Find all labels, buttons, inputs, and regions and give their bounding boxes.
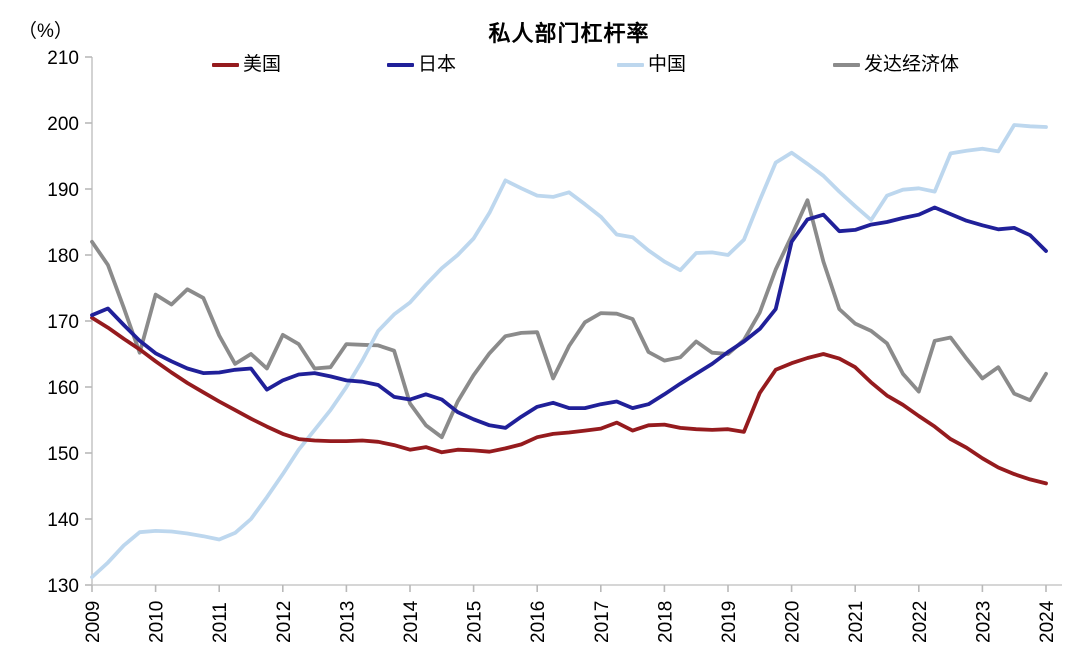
- x-tick-label: 2019: [719, 601, 740, 643]
- y-axis-unit-label: （%）: [18, 21, 73, 42]
- legend-item-us: 美国: [212, 53, 281, 77]
- x-tick-label: 2012: [274, 601, 295, 643]
- y-tick-label: 200: [47, 114, 79, 135]
- chart-title: 私人部门杠杆率: [488, 21, 650, 46]
- x-tick-label: 2013: [337, 601, 358, 643]
- line-china: [90, 123, 1048, 579]
- x-tick-label: 2022: [910, 601, 931, 643]
- line-developed: [90, 198, 1048, 440]
- legend: 美国 日本 中国 发达经济体: [0, 53, 1080, 77]
- x-tick-label: 2020: [783, 601, 804, 643]
- y-tick-label: 130: [47, 576, 79, 597]
- legend-label-developed: 发达经济体: [864, 54, 960, 75]
- y-tick-label: 170: [47, 312, 79, 333]
- legend-line-developed-icon: [833, 62, 860, 68]
- y-tick-label: 210: [47, 48, 79, 69]
- legend-line-japan-icon: [387, 62, 414, 68]
- x-tick-label: 2015: [465, 601, 486, 643]
- line-japan: [90, 205, 1048, 430]
- legend-item-japan: 日本: [387, 53, 456, 77]
- x-tick-label: 2018: [655, 601, 676, 643]
- x-tick-label: 2010: [147, 601, 168, 643]
- y-tick-label: 150: [47, 444, 79, 465]
- x-tick-label: 2011: [210, 602, 231, 643]
- y-tick-label: 140: [47, 510, 79, 531]
- x-tick-label: 2009: [83, 601, 104, 643]
- x-tick-label: 2014: [401, 600, 422, 643]
- legend-item-china: 中国: [617, 53, 686, 77]
- line-us: [90, 315, 1048, 486]
- x-tick-label: 2021: [846, 601, 867, 643]
- y-tick-label: 180: [47, 246, 79, 267]
- x-tick-label: 2016: [528, 601, 549, 643]
- x-tick-label: 2023: [973, 601, 994, 643]
- y-tick-label: 190: [47, 180, 79, 201]
- x-tick-label: 2024: [1037, 600, 1058, 643]
- legend-line-us-icon: [212, 62, 239, 68]
- legend-line-china-icon: [617, 62, 644, 68]
- x-tick-label: 2017: [592, 601, 613, 643]
- legend-label-japan: 日本: [418, 54, 457, 75]
- legend-item-developed: 发达经济体: [833, 53, 959, 77]
- legend-label-china: 中国: [648, 54, 687, 75]
- y-tick-label: 160: [47, 378, 79, 399]
- legend-label-us: 美国: [243, 54, 282, 75]
